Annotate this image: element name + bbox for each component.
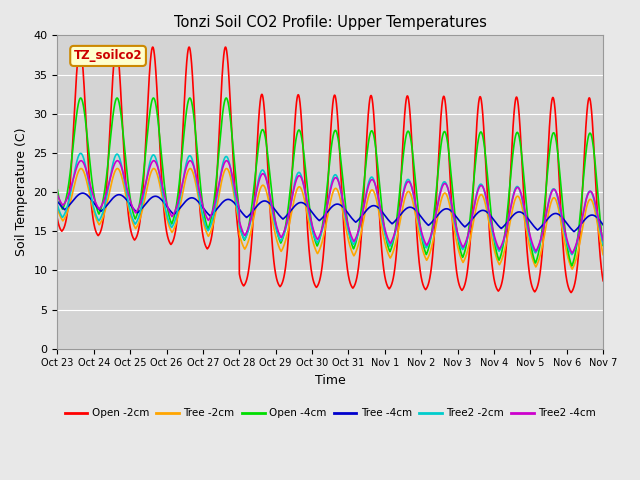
Title: Tonzi Soil CO2 Profile: Upper Temperatures: Tonzi Soil CO2 Profile: Upper Temperatur… xyxy=(174,15,486,30)
Y-axis label: Soil Temperature (C): Soil Temperature (C) xyxy=(15,128,28,256)
Legend: Open -2cm, Tree -2cm, Open -4cm, Tree -4cm, Tree2 -2cm, Tree2 -4cm: Open -2cm, Tree -2cm, Open -4cm, Tree -4… xyxy=(60,404,600,422)
X-axis label: Time: Time xyxy=(315,374,346,387)
Text: TZ_soilco2: TZ_soilco2 xyxy=(74,49,142,62)
